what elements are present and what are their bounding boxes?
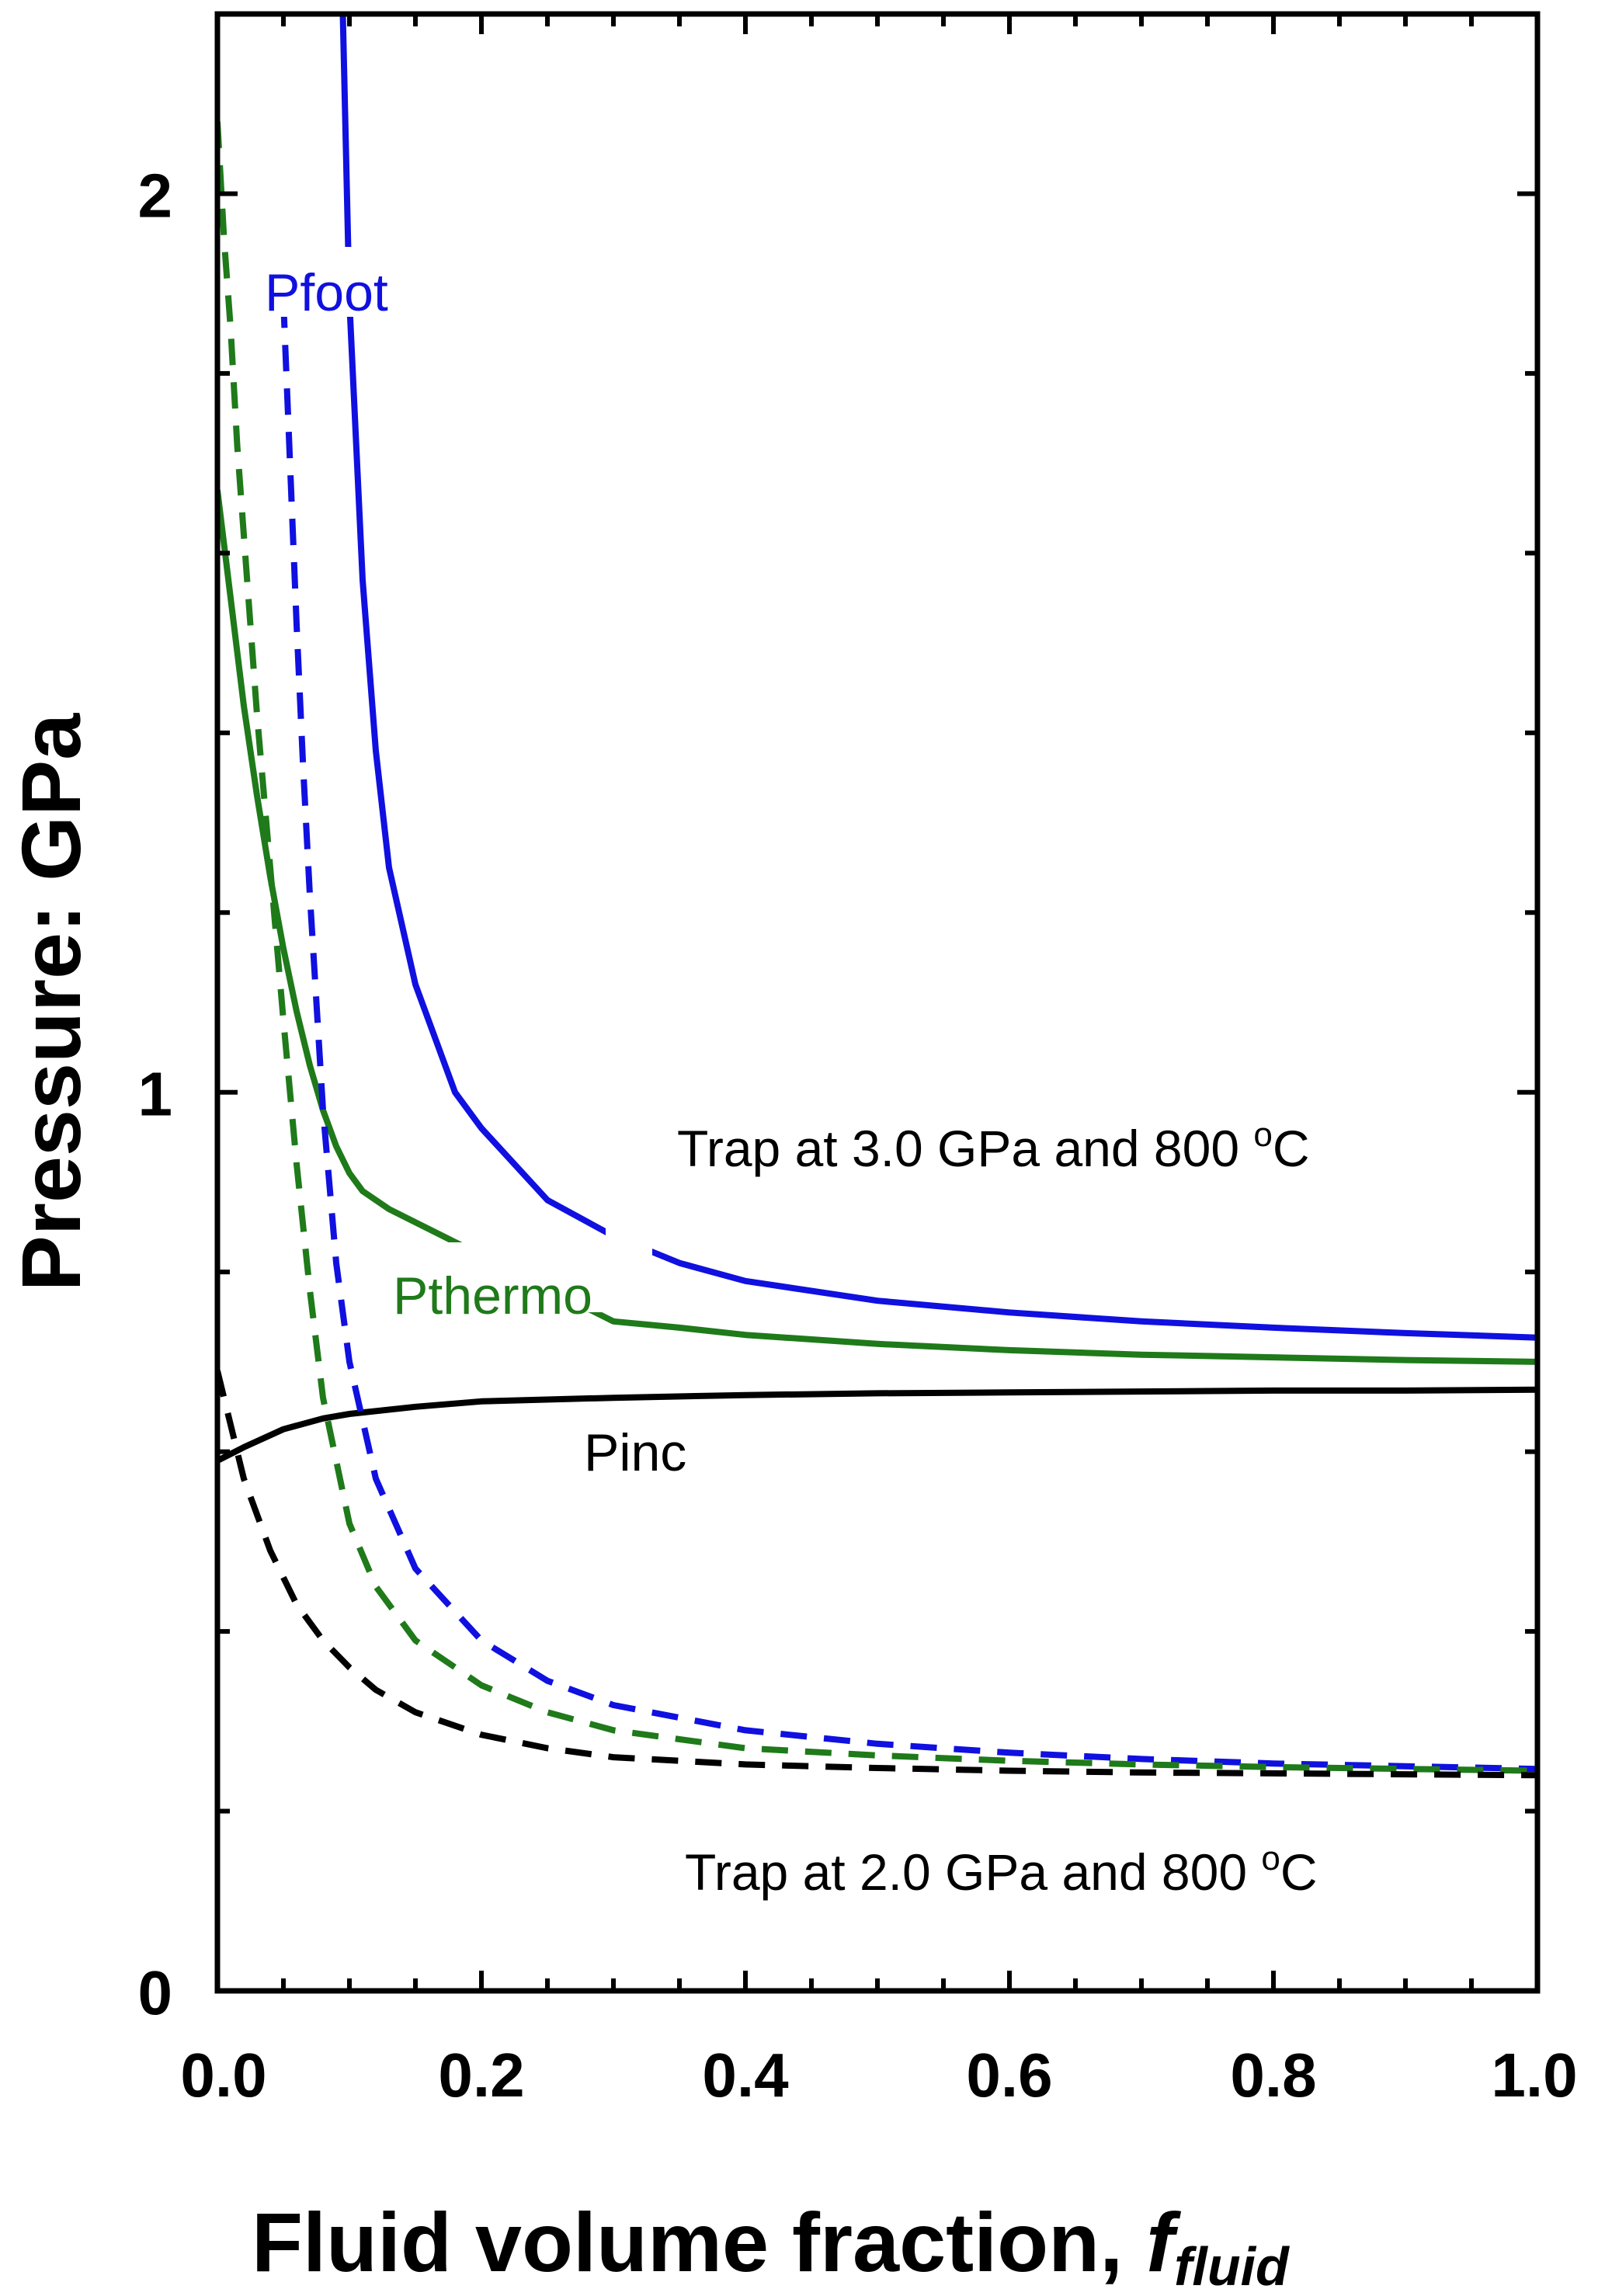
annotation-trap-3gpa-unit: C bbox=[1273, 1120, 1310, 1177]
annotation-trap-2gpa-text: Trap at 2.0 GPa and 800 bbox=[685, 1843, 1261, 1901]
series-label-pthermo: Pthermo bbox=[393, 1266, 592, 1325]
x-axis-title-subscript: fluid bbox=[1174, 2236, 1290, 2296]
annotation-trap-3gpa-text: Trap at 3.0 GPa and 800 bbox=[677, 1120, 1253, 1177]
x-tick-label: 0.0 bbox=[180, 2041, 266, 2110]
x-tick-label: 1.0 bbox=[1491, 2041, 1577, 2110]
series-layer bbox=[217, 14, 1537, 1779]
series-line-4 bbox=[217, 121, 1537, 1774]
annotation-trap-3gpa: Trap at 3.0 GPa and 800 oC bbox=[677, 1116, 1310, 1177]
series-label-pinc: Pinc bbox=[584, 1423, 686, 1482]
y-tick-label: 2 bbox=[138, 161, 173, 230]
x-tick-label: 0.2 bbox=[438, 2041, 524, 2110]
annotation-trap-2gpa-unit: C bbox=[1280, 1843, 1318, 1901]
series-line-2 bbox=[217, 1386, 1537, 1464]
y-tick-label: 1 bbox=[138, 1060, 173, 1129]
tick-layer bbox=[215, 12, 1540, 1993]
annotation-trap-3gpa-degree: o bbox=[1253, 1116, 1272, 1154]
x-axis-title-text: Fluid volume fraction, bbox=[252, 2195, 1123, 2289]
annotation-3gpa-mask bbox=[606, 1211, 652, 1242]
series-line-5 bbox=[217, 1370, 1537, 1779]
y-axis-title: Pressure: GPa bbox=[4, 713, 98, 1291]
pthermo-label-mask bbox=[388, 1242, 652, 1312]
series-line-3 bbox=[280, 301, 1537, 1773]
x-tick-label: 0.8 bbox=[1230, 2041, 1316, 2110]
y-tick-labels: 0 1 2 bbox=[138, 161, 173, 2027]
x-tick-label: 0.6 bbox=[966, 2041, 1052, 2110]
y-tick-label: 0 bbox=[138, 1958, 173, 2027]
x-tick-label: 0.4 bbox=[702, 2041, 789, 2110]
annotation-trap-2gpa: Trap at 2.0 GPa and 800 oC bbox=[685, 1839, 1318, 1901]
annotation-trap-2gpa-degree: o bbox=[1261, 1839, 1280, 1877]
series-label-pfoot: Pfoot bbox=[265, 263, 388, 322]
x-tick-labels: 0.0 0.2 0.4 0.6 0.8 1.0 bbox=[180, 2041, 1577, 2110]
series-line-0 bbox=[339, 14, 1537, 1341]
series-line-1 bbox=[217, 489, 1537, 1365]
x-axis-title: Fluid volume fraction, ffluid bbox=[252, 2195, 1290, 2296]
pfoot-label-mask bbox=[261, 247, 424, 317]
